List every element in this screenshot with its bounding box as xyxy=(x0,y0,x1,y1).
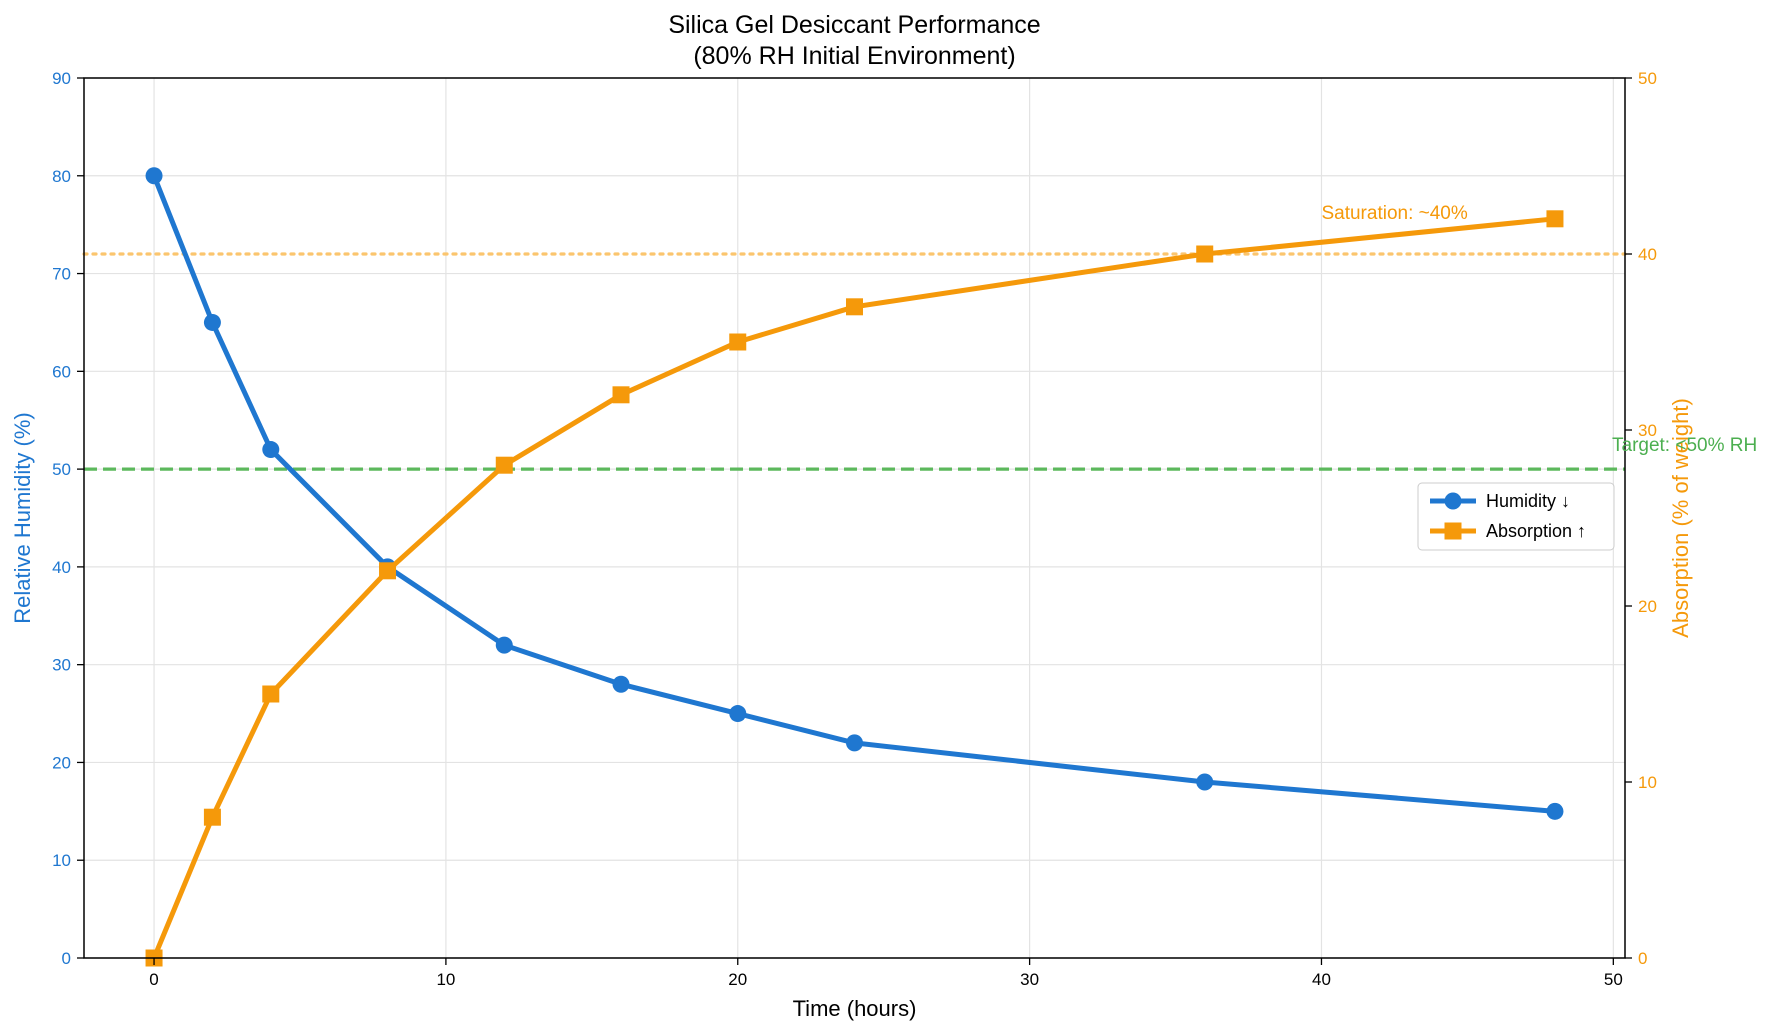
reference-lines xyxy=(82,252,1627,471)
saturation-line-label: Saturation: ~40% xyxy=(1321,203,1467,224)
absorption-point xyxy=(846,298,863,316)
y-right-tick-label: 40 xyxy=(1638,245,1657,264)
chart-subtitle: (80% RH Initial Environment) xyxy=(693,42,1015,70)
absorption-point xyxy=(729,333,747,351)
legend-label-absorption: Absorption ↑ xyxy=(1486,521,1586,541)
y-right-tick-label: 0 xyxy=(1638,949,1647,968)
absorption-point xyxy=(612,386,630,404)
plot-frame xyxy=(83,77,1626,959)
axes: 0 10 20 30 40 50 0 10 20 30 40 50 60 70 80 90 0 10 20 30 40 5… xyxy=(52,69,1657,989)
x-axis-label: Time (hours) xyxy=(793,996,917,1021)
absorption-point xyxy=(1196,245,1214,263)
y-left-tick-label: 30 xyxy=(52,656,71,675)
y-left-tick-label: 10 xyxy=(52,851,71,870)
y-left-tick-label: 60 xyxy=(52,362,71,381)
legend-marker-square xyxy=(1444,522,1462,540)
humidity-point xyxy=(1196,773,1214,791)
y-axis-left-label: Relative Humidity (%) xyxy=(10,412,35,624)
series-line-humidity xyxy=(151,173,1558,814)
x-tick-label: 50 xyxy=(1604,970,1623,989)
y-right-tick-label: 30 xyxy=(1638,421,1657,440)
absorption-point xyxy=(495,456,513,474)
humidity-point xyxy=(729,705,747,723)
y-left-tick-label: 50 xyxy=(52,460,71,479)
humidity-point xyxy=(145,167,163,185)
x-tick-label: 30 xyxy=(1020,970,1039,989)
y-left-tick-label: 40 xyxy=(52,558,71,577)
y-axis-right-label: Absorption (% of weight) xyxy=(1668,398,1693,638)
y-left-tick-label: 0 xyxy=(62,949,71,968)
y-left-tick-label: 20 xyxy=(52,753,71,772)
humidity-point xyxy=(203,313,221,331)
y-left-tick-label: 80 xyxy=(52,167,71,186)
humidity-point xyxy=(262,441,280,459)
legend-marker-circle xyxy=(1444,492,1462,510)
legend-label-humidity: Humidity ↓ xyxy=(1486,491,1570,511)
absorption-point xyxy=(379,562,397,580)
humidity-point xyxy=(495,636,513,654)
x-tick-label: 20 xyxy=(728,970,747,989)
humidity-point xyxy=(612,675,630,693)
chart-title: Silica Gel Desiccant Performance xyxy=(668,11,1040,39)
absorption-point xyxy=(203,808,221,826)
humidity-point xyxy=(846,734,863,752)
y-right-tick-label: 10 xyxy=(1638,773,1657,792)
grid xyxy=(84,77,1625,959)
x-tick-label: 0 xyxy=(149,970,158,989)
target-line-label: Target: <50% RH xyxy=(1612,435,1757,456)
absorption-point xyxy=(262,685,280,703)
humidity-point xyxy=(1546,802,1564,820)
y-left-tick-label: 70 xyxy=(52,265,71,284)
x-tick-label: 10 xyxy=(436,970,455,989)
y-right-tick-label: 20 xyxy=(1638,597,1657,616)
y-right-tick-label: 50 xyxy=(1638,69,1657,88)
series-line-absorption xyxy=(151,216,1558,961)
absorption-point xyxy=(1546,210,1564,228)
x-tick-label: 40 xyxy=(1312,970,1331,989)
legend: Humidity ↓ Absorption ↑ xyxy=(1417,482,1615,551)
y-left-tick-label: 90 xyxy=(52,69,71,88)
